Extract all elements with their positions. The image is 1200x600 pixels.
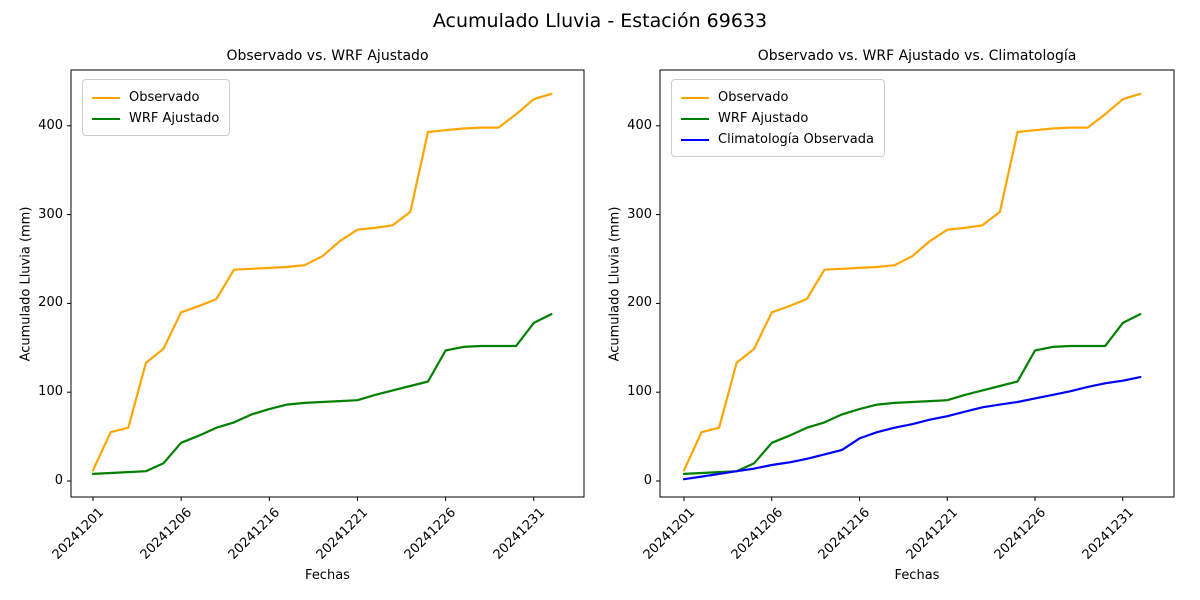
left-legend: Observado WRF Ajustado [82,79,231,136]
y-tick-label: 400 [627,117,652,133]
axes-spine [70,69,585,498]
left-x-axis-label: Fechas [305,568,350,583]
left-y-axis-label: Acumulado Lluvia (mm) [18,206,34,362]
y-tick-label: 0 [54,473,63,488]
series-line-wrf-ajustado [91,313,553,475]
legend-label: Climatología Observada [718,132,874,147]
legend-item: WRF Ajustado [681,108,874,129]
y-tick-label: 100 [627,384,652,400]
series-line-observado [682,92,1142,472]
y-tick-label: 200 [38,295,63,311]
y-tick-label: 300 [38,206,63,222]
right-y-axis-label: Acumulado Lluvia (mm) [607,206,623,362]
y-tick-label: 400 [38,117,63,133]
legend-item: Climatología Observada [681,129,874,150]
legend-line-swatch [681,117,709,120]
legend-label: WRF Ajustado [129,111,220,126]
series-line-wrf-ajustado [682,313,1142,475]
axes-spine [659,69,1175,498]
right-x-axis-label: Fechas [894,568,940,583]
series-line-observado [91,92,553,472]
y-tick-label: 300 [627,206,652,222]
legend-item: WRF Ajustado [92,108,219,129]
y-tick-label: 200 [627,295,652,311]
legend-line-swatch [681,96,709,99]
figure-suptitle: Acumulado Lluvia - Estación 69633 [432,10,768,32]
legend-line-swatch [681,138,709,141]
series-line-climatolog-a-observada [682,376,1142,481]
legend-label: WRF Ajustado [718,111,809,126]
legend-line-swatch [92,117,120,120]
legend-label: Observado [718,90,789,105]
left-axes-title: Observado vs. WRF Ajustado [226,48,429,64]
right-legend: Observado WRF Ajustado Climatología Observ… [671,79,885,157]
legend-label: Observado [129,90,200,105]
right-axes-title: Observado vs. WRF Ajustado vs. Climatolo… [757,48,1077,64]
y-tick-label: 0 [643,473,652,488]
y-tick-label: 100 [38,384,63,400]
legend-item: Observado [92,87,219,108]
legend-line-swatch [92,96,120,99]
legend-item: Observado [681,87,874,108]
